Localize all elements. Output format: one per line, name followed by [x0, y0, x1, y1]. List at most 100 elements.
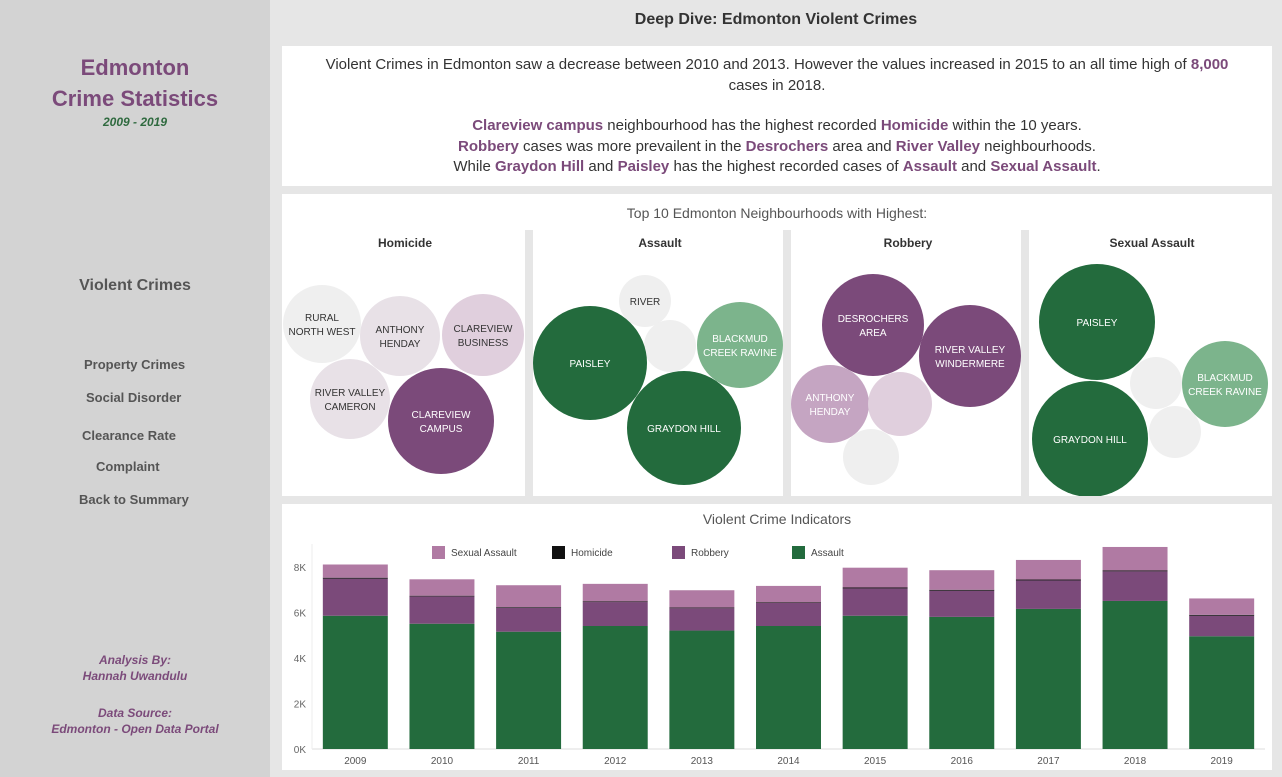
y-tick-label: 6K	[294, 608, 307, 619]
bar-assault[interactable]	[669, 630, 735, 749]
legend-label: Assault	[811, 548, 844, 559]
bar-homicide[interactable]	[409, 595, 475, 597]
nav-property-crimes[interactable]: Property Crimes	[84, 357, 186, 372]
neighbourhood-bubble[interactable]	[822, 274, 924, 376]
page-title: Deep Dive: Edmonton Violent Crimes	[634, 11, 918, 28]
legend-swatch	[792, 546, 805, 559]
sidebar-years: 2009 - 2019	[102, 115, 168, 129]
bar-sexual-assault[interactable]	[322, 564, 388, 578]
neighbourhood-bubble[interactable]	[533, 306, 647, 420]
bar-robbery[interactable]	[1189, 615, 1255, 637]
bar-sexual-assault[interactable]	[409, 579, 475, 596]
neighbourhood-bubble[interactable]	[619, 275, 671, 327]
neighbourhood-bubble[interactable]	[442, 294, 524, 376]
neighbourhood-bubble[interactable]	[310, 359, 390, 439]
bar-sexual-assault[interactable]	[582, 583, 648, 602]
nav-social-disorder[interactable]: Social Disorder	[86, 390, 182, 405]
bubble-label: NORTH WEST	[288, 327, 355, 338]
bar-sexual-assault[interactable]	[929, 570, 995, 590]
bubble-label: ANTHONY	[376, 325, 425, 336]
neighbourhood-bubble[interactable]	[1130, 357, 1182, 409]
sidebar-title-line2: Crime Statistics	[51, 86, 219, 111]
legend-item[interactable]: Homicide	[552, 546, 613, 559]
bar-sexual-assault[interactable]	[1102, 546, 1168, 571]
neighbourhood-bubble[interactable]	[360, 296, 440, 376]
neighbourhood-bubble[interactable]	[1149, 406, 1201, 458]
legend-swatch	[432, 546, 445, 559]
bar-homicide[interactable]	[842, 587, 908, 589]
bar-homicide[interactable]	[756, 602, 821, 603]
bar-robbery[interactable]	[1102, 571, 1168, 601]
bar-homicide[interactable]	[1189, 614, 1255, 616]
bar-homicide[interactable]	[322, 577, 388, 579]
bar-sexual-assault[interactable]	[756, 585, 821, 603]
neighbourhood-bubble[interactable]	[627, 371, 741, 485]
bar-robbery[interactable]	[929, 590, 995, 617]
legend-item[interactable]: Robbery	[672, 546, 729, 559]
summary-paragraph-4: While Graydon Hill and Paisley has the h…	[453, 158, 1101, 175]
nav-violent-crimes[interactable]: Violent Crimes	[79, 277, 191, 294]
bubble-label: HENDAY	[810, 407, 851, 418]
x-tick-label: 2009	[344, 756, 367, 767]
bar-sexual-assault[interactable]	[1015, 559, 1081, 580]
neighbourhood-bubble[interactable]	[697, 302, 783, 388]
neighbourhood-bubble[interactable]	[791, 365, 869, 443]
bar-robbery[interactable]	[409, 596, 475, 624]
x-tick-label: 2019	[1211, 756, 1234, 767]
bar-sexual-assault[interactable]	[496, 585, 562, 608]
sidebar: Edmonton Crime Statistics 2009 - 2019 Vi…	[0, 0, 270, 777]
neighbourhood-bubble[interactable]	[843, 429, 899, 485]
neighbourhood-bubble[interactable]	[1032, 381, 1148, 496]
neighbourhood-bubble[interactable]	[283, 285, 361, 363]
bar-robbery[interactable]	[756, 602, 821, 626]
bar-robbery[interactable]	[842, 588, 908, 616]
summary-paragraph-3: Robbery cases was more prevailent in the…	[458, 137, 1096, 155]
bar-assault[interactable]	[582, 626, 648, 749]
bar-sexual-assault[interactable]	[842, 567, 908, 588]
bar-sexual-assault[interactable]	[669, 590, 735, 608]
bar-assault[interactable]	[756, 626, 821, 749]
bar-sexual-assault[interactable]	[1189, 598, 1255, 615]
bar-assault[interactable]	[1102, 600, 1168, 749]
bubble-label: PAISLEY	[1077, 318, 1118, 329]
bar-robbery[interactable]	[669, 608, 735, 631]
legend-item[interactable]: Sexual Assault	[432, 546, 517, 559]
bubble-label: BUSINESS	[458, 338, 509, 349]
neighbourhood-bubble[interactable]	[388, 368, 494, 474]
bar-homicide[interactable]	[1102, 570, 1168, 572]
bar-assault[interactable]	[929, 616, 995, 749]
bar-robbery[interactable]	[322, 578, 388, 616]
nav-complaint[interactable]: Complaint	[96, 459, 160, 474]
legend-item[interactable]: Assault	[792, 546, 844, 559]
bubble-label: CREEK RAVINE	[1188, 387, 1262, 398]
bar-robbery[interactable]	[582, 602, 648, 626]
bar-assault[interactable]	[1189, 636, 1255, 749]
neighbourhood-bubble[interactable]	[868, 372, 932, 436]
neighbourhood-bubble[interactable]	[919, 305, 1021, 407]
bar-assault[interactable]	[322, 615, 388, 749]
x-tick-label: 2010	[431, 756, 454, 767]
bar-homicide[interactable]	[669, 607, 735, 609]
neighbourhood-bubble[interactable]	[1182, 341, 1268, 427]
y-tick-label: 8K	[294, 563, 307, 574]
analysis-label: Analysis By:	[98, 653, 172, 667]
x-tick-label: 2018	[1124, 756, 1147, 767]
bar-assault[interactable]	[496, 631, 562, 749]
neighbourhood-bubble[interactable]	[1039, 264, 1155, 380]
nav-clearance-rate[interactable]: Clearance Rate	[82, 428, 176, 443]
nav-back-to-summary[interactable]: Back to Summary	[79, 492, 189, 507]
bubble-label: CAMERON	[324, 402, 375, 413]
bar-robbery[interactable]	[496, 607, 562, 632]
bar-robbery[interactable]	[1015, 580, 1081, 609]
bar-assault[interactable]	[409, 623, 475, 749]
neighbourhood-bubble[interactable]	[644, 320, 696, 372]
bar-homicide[interactable]	[582, 601, 648, 603]
bar-assault[interactable]	[842, 615, 908, 749]
bar-homicide[interactable]	[1015, 579, 1081, 581]
y-tick-label: 2K	[294, 699, 307, 710]
bubble-charts: Homicide RURAL NORTH WEST ANTHONY HENDAY CLAR…	[283, 230, 1268, 496]
bar-homicide[interactable]	[929, 589, 995, 591]
bar-assault[interactable]	[1015, 608, 1081, 749]
x-tick-label: 2012	[604, 756, 627, 767]
bar-homicide[interactable]	[496, 607, 562, 608]
